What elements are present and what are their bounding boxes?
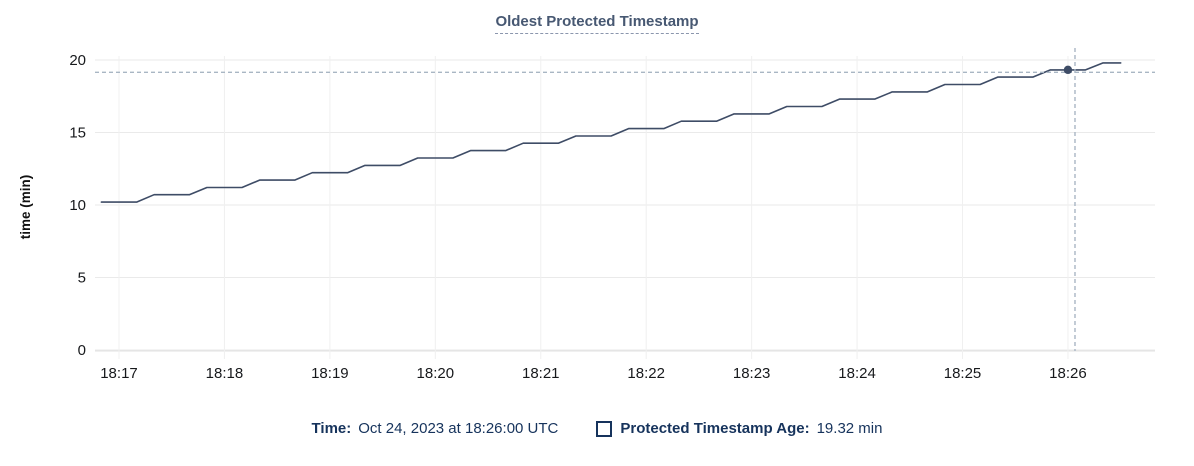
hover-time: Time: Oct 24, 2023 at 18:26:00 UTC — [312, 420, 559, 437]
series-value: 19.32 min — [816, 420, 883, 437]
hover-legend: Time: Oct 24, 2023 at 18:26:00 UTC Protec… — [0, 420, 1194, 437]
x-tick-label: 18:22 — [627, 365, 665, 382]
timeseries-plot[interactable]: 0 5 10 15 20 18:17 18:18 18:19 18:20 18:21 18:22 18… — [0, 40, 1194, 398]
x-tick-label: 18:20 — [417, 365, 455, 382]
chart-title[interactable]: Oldest Protected Timestamp — [495, 13, 699, 34]
x-tick-label: 18:21 — [522, 365, 560, 382]
legend-marker-icon — [596, 420, 613, 437]
hover-point-dot — [1063, 65, 1073, 75]
x-tick-label: 18:18 — [206, 365, 244, 382]
y-tick-label: 15 — [69, 125, 86, 142]
chart-title-row: Oldest Protected Timestamp — [0, 0, 1194, 40]
y-tick-label: 0 — [78, 342, 86, 359]
x-tick-label: 18:19 — [311, 365, 349, 382]
hover-time-label: Time: — [311, 420, 352, 437]
y-axis-label: time (min) — [18, 175, 33, 240]
x-tick-label: 18:24 — [838, 365, 876, 382]
series-line-protected-timestamp-age — [100, 62, 1122, 203]
x-tick-label: 18:17 — [100, 365, 138, 382]
x-tick-label: 18:23 — [733, 365, 771, 382]
legend-item-protected-timestamp-age[interactable]: Protected Timestamp Age: 19.32 min — [596, 420, 882, 437]
x-tick-label: 18:25 — [944, 365, 982, 382]
y-tick-label: 10 — [69, 197, 86, 214]
y-tick-label: 20 — [69, 52, 86, 69]
series-label: Protected Timestamp Age: — [620, 420, 810, 437]
y-tick-label: 5 — [78, 270, 86, 287]
x-tick-label: 18:26 — [1049, 365, 1087, 382]
hover-time-value: Oct 24, 2023 at 18:26:00 UTC — [358, 420, 559, 437]
